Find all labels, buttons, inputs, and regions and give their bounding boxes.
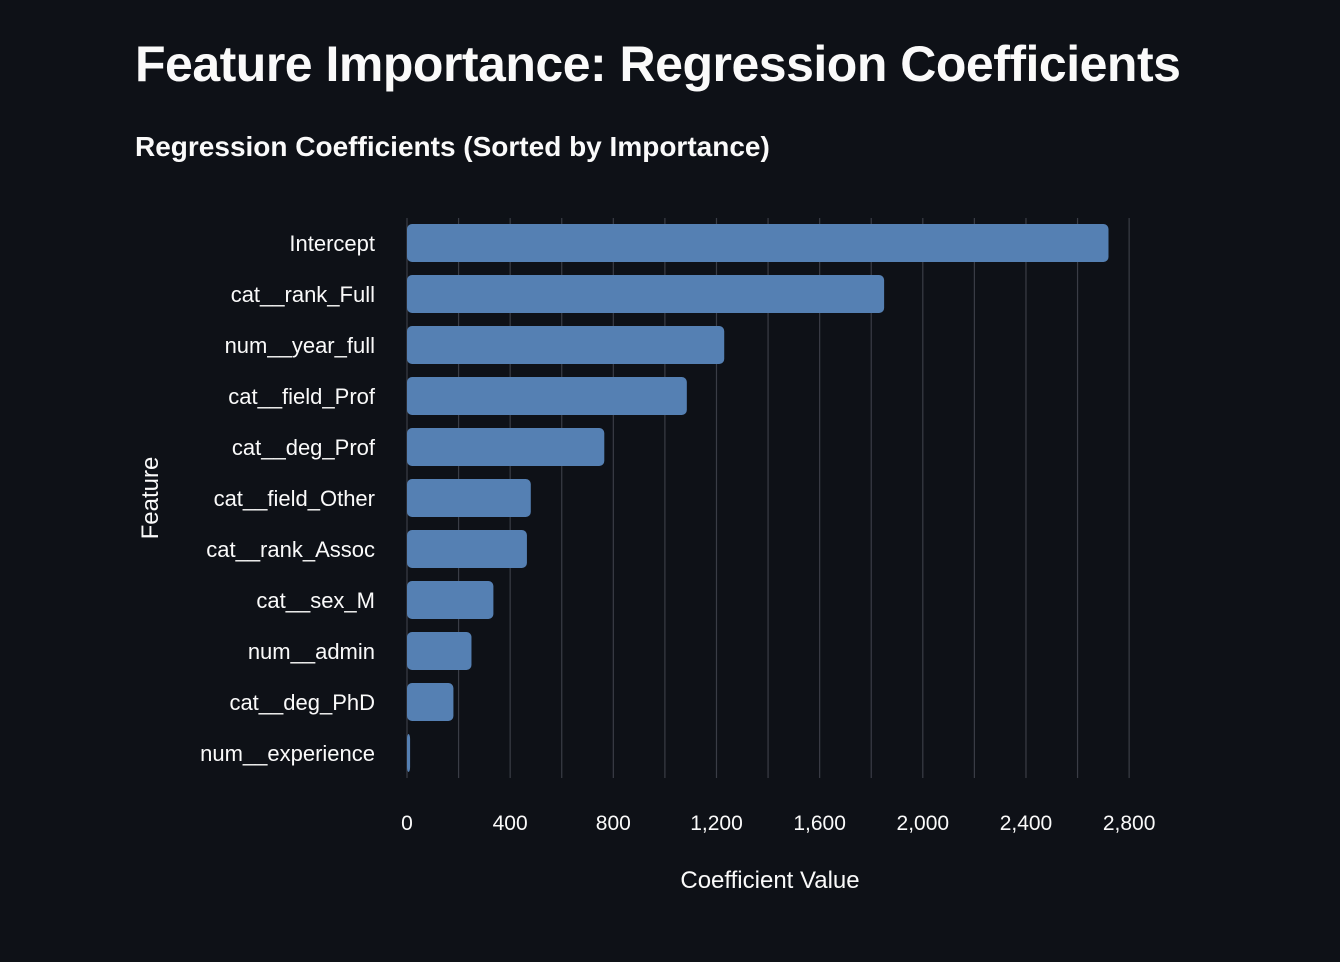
category-label: num__year_full: [225, 333, 375, 358]
bar-cat-sex-m[interactable]: [407, 581, 494, 619]
category-label: cat__field_Prof: [228, 384, 376, 409]
x-tick-label: 400: [493, 812, 528, 835]
bar-intercept[interactable]: [407, 224, 1109, 262]
category-label: num__experience: [200, 741, 375, 766]
category-label: cat__field_Other: [214, 486, 375, 511]
category-label: cat__sex_M: [256, 588, 375, 613]
x-tick-label: 800: [596, 812, 631, 835]
bar-cat-rank-full[interactable]: [407, 275, 885, 313]
x-tick-label: 0: [401, 812, 413, 835]
bar-cat-field-other[interactable]: [407, 479, 531, 517]
category-label: cat__deg_PhD: [229, 690, 375, 715]
bar-cat-field-prof[interactable]: [407, 377, 687, 415]
x-tick-label: 2,400: [1000, 812, 1053, 835]
x-tick-label: 2,800: [1103, 812, 1156, 835]
bar-num-experience[interactable]: [407, 734, 411, 772]
y-axis-title: Feature: [137, 457, 164, 540]
category-label: cat__deg_Prof: [232, 435, 376, 460]
bar-cat-rank-assoc[interactable]: [407, 530, 527, 568]
bar-num-admin[interactable]: [407, 632, 472, 670]
page-title: Feature Importance: Regression Coefficie…: [135, 36, 1181, 92]
chart-title: Regression Coefficients (Sorted by Impor…: [135, 131, 770, 162]
bars: [407, 224, 1109, 772]
x-tick-label: 1,200: [690, 812, 743, 835]
x-axis-title: Coefficient Value: [680, 867, 859, 894]
category-label: cat__rank_Assoc: [206, 537, 375, 562]
bar-cat-deg-prof[interactable]: [407, 428, 605, 466]
x-tick-labels: 0 400 800 1,200 1,600 2,000 2,400 2,800: [401, 812, 1155, 835]
category-label: num__admin: [248, 639, 375, 664]
category-label: Intercept: [289, 231, 375, 256]
bar-num-year-full[interactable]: [407, 326, 725, 364]
bar-cat-deg-phd[interactable]: [407, 683, 454, 721]
x-tick-label: 1,600: [793, 812, 846, 835]
category-labels: Intercept cat__rank_Full num__year_fullcat…: [200, 231, 376, 766]
x-tick-label: 2,000: [897, 812, 950, 835]
category-label: cat__rank_Full: [231, 282, 375, 307]
